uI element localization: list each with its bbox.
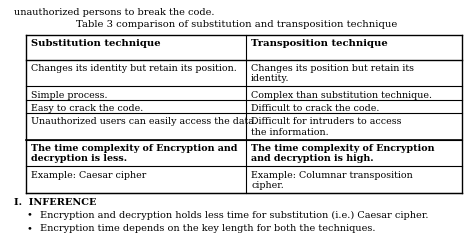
Text: The time complexity of Encryption
and decryption is high.: The time complexity of Encryption and de… (251, 144, 435, 163)
Text: •: • (26, 211, 32, 220)
Text: Encryption time depends on the key length for both the techniques.: Encryption time depends on the key lengt… (40, 224, 376, 233)
Text: Table 3 comparison of substitution and transposition technique: Table 3 comparison of substitution and t… (76, 20, 398, 29)
Text: Complex than substitution technique.: Complex than substitution technique. (251, 91, 432, 100)
Text: Unauthorized users can easily access the data.: Unauthorized users can easily access the… (31, 117, 257, 126)
Text: I.  INFERENCE: I. INFERENCE (14, 198, 97, 206)
Text: Difficult for intruders to access
the information.: Difficult for intruders to access the in… (251, 117, 401, 137)
Text: Difficult to crack the code.: Difficult to crack the code. (251, 104, 379, 113)
Text: Example: Columnar transposition
cipher.: Example: Columnar transposition cipher. (251, 171, 413, 190)
Text: The time complexity of Encryption and
decryption is less.: The time complexity of Encryption and de… (31, 144, 237, 163)
Text: Easy to crack the code.: Easy to crack the code. (31, 104, 143, 113)
Text: unauthorized persons to break the code.: unauthorized persons to break the code. (14, 8, 215, 18)
Text: Substitution technique: Substitution technique (31, 39, 160, 48)
Text: Example: Caesar cipher: Example: Caesar cipher (31, 171, 146, 180)
Text: Simple process.: Simple process. (31, 91, 107, 100)
Text: Encryption and decryption holds less time for substitution (i.e.) Caesar cipher.: Encryption and decryption holds less tim… (40, 211, 429, 220)
Text: •: • (26, 224, 32, 233)
Text: Changes its position but retain its
identity.: Changes its position but retain its iden… (251, 64, 414, 84)
Text: Changes its identity but retain its position.: Changes its identity but retain its posi… (31, 64, 237, 73)
Text: Transposition technique: Transposition technique (251, 39, 388, 48)
